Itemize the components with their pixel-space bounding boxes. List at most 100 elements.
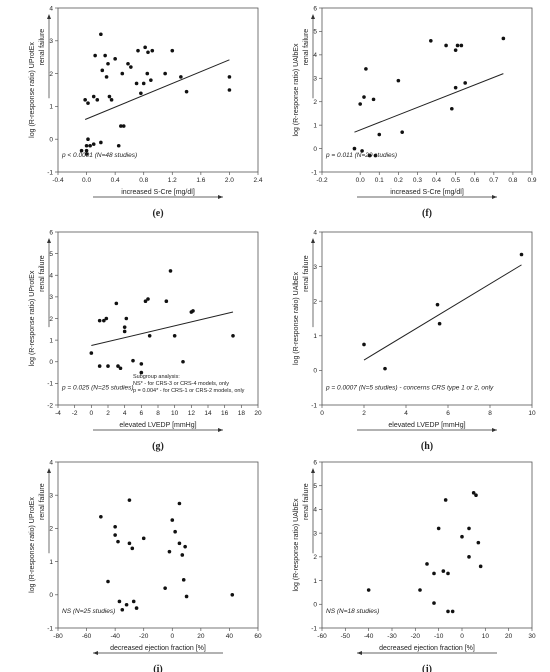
y-tick-label: -1: [47, 169, 53, 176]
p-value-annotation: p = 0.025 (N=25 studies): [61, 384, 134, 391]
data-point: [141, 81, 146, 86]
x-tick-label: 0: [320, 410, 324, 417]
y-tick-label: 1: [313, 122, 317, 129]
data-point: [435, 302, 440, 307]
x-tick-label: 20: [505, 633, 513, 640]
y-axis-label: log (R-response ratio) UProtEx: [29, 497, 36, 593]
subgroup-note-line: Subgroup analysis:: [133, 374, 180, 380]
data-point: [429, 39, 433, 43]
data-point: [99, 140, 103, 145]
y-tick-label: -1: [47, 381, 53, 388]
plot-frame: [57, 461, 259, 629]
data-point: [97, 364, 102, 368]
data-point: [501, 36, 506, 41]
data-point: [167, 549, 172, 554]
y-tick-label: -1: [311, 625, 317, 632]
p-value-annotation: p = 0.0007 (N=5 studies) - concerns CRS …: [325, 384, 494, 391]
data-point: [418, 588, 422, 592]
chart-panel-i: -80 -60 -40 -20 0 20 40 60 -1 0 1 2 3 4 NS (N=25 studi…: [29, 459, 262, 672]
data-point: [432, 601, 436, 605]
p-value-annotation: NS (N=25 studies): [62, 608, 115, 615]
x-tick-label: -4: [55, 410, 61, 417]
x-tick-label: 1.6: [196, 177, 205, 184]
y-tick-label: 4: [313, 52, 317, 59]
y-tick-label: 4: [313, 229, 317, 236]
data-point: [113, 57, 117, 61]
x-tick-label: 8: [488, 410, 492, 417]
data-point: [134, 81, 139, 86]
data-point: [383, 366, 387, 371]
data-point: [191, 309, 195, 313]
data-point: [459, 43, 464, 48]
y-tick-label: -2: [47, 402, 53, 409]
x-tick-label: 0.4: [432, 177, 441, 184]
regression-line: [363, 264, 522, 361]
data-point: [86, 101, 90, 105]
y-tick-label: 3: [313, 530, 317, 537]
data-point: [474, 493, 478, 498]
data-point: [478, 564, 483, 569]
data-point: [130, 546, 135, 551]
x-tick-label: 0.6: [470, 177, 479, 184]
data-point: [164, 299, 169, 304]
data-point: [173, 529, 177, 534]
data-point: [150, 48, 155, 53]
data-point: [460, 534, 464, 539]
data-point: [177, 541, 182, 546]
data-point: [131, 599, 136, 604]
x-tick-label: 60: [254, 633, 262, 640]
y-axis-label: log (R-response ratio) UAlbEx: [293, 43, 300, 136]
x-tick-label: 14: [204, 410, 212, 417]
data-point: [122, 325, 127, 329]
panel-label: (i): [153, 664, 162, 672]
data-point: [146, 297, 150, 301]
y-axis-arrow-head: [311, 468, 315, 473]
data-point: [177, 501, 182, 506]
data-point: [227, 88, 232, 92]
x-axis-arrow-head: [492, 195, 497, 199]
y-axis-arrow-head: [47, 468, 51, 473]
data-point: [91, 94, 96, 99]
y-axis-renal-failure-label: renal failure: [39, 255, 46, 292]
data-point: [124, 316, 129, 321]
x-tick-label: 10: [482, 633, 490, 640]
x-tick-label: 8: [156, 410, 160, 417]
data-point: [443, 498, 448, 502]
x-axis-label: elevated LVEDP [mmHg]: [119, 422, 196, 429]
x-tick-label: 40: [226, 633, 234, 640]
p-value-annotation: p = 0.011 (N=20 studies): [325, 152, 397, 159]
data-point: [519, 252, 524, 257]
data-point: [131, 358, 135, 363]
y-tick-label: 5: [313, 29, 317, 36]
x-axis-label: increased S-Cre [mg/dl]: [390, 189, 464, 196]
data-point: [476, 540, 481, 545]
data-point: [134, 606, 139, 610]
data-point: [181, 578, 186, 582]
data-point: [99, 32, 103, 37]
regression-line: [354, 73, 504, 133]
plot-frame: [321, 231, 533, 406]
y-axis-label: log (R-response ratio) UProtEx: [29, 42, 36, 138]
data-point: [181, 359, 185, 364]
data-point: [362, 95, 366, 99]
p-value-annotation: NS (N=18 studies): [326, 608, 379, 615]
x-tick-label: 20: [254, 410, 262, 417]
y-tick-label: 4: [49, 5, 53, 12]
y-tick-label: 3: [49, 294, 53, 301]
panel-label: (j): [422, 664, 432, 672]
y-tick-label: 6: [49, 229, 53, 236]
x-axis-label: decreased ejection fraction [%]: [379, 645, 475, 652]
data-point: [107, 94, 112, 99]
x-tick-label: -60: [82, 633, 92, 640]
x-tick-label: 0.8: [139, 177, 148, 184]
data-point: [84, 143, 89, 148]
data-point: [119, 124, 123, 128]
x-tick-label: 18: [238, 410, 246, 417]
x-axis-arrow-head: [93, 651, 98, 655]
data-point: [184, 594, 189, 599]
data-point: [126, 61, 130, 66]
y-tick-label: 2: [49, 71, 53, 78]
data-point: [170, 48, 175, 53]
y-tick-label: 3: [49, 493, 53, 500]
